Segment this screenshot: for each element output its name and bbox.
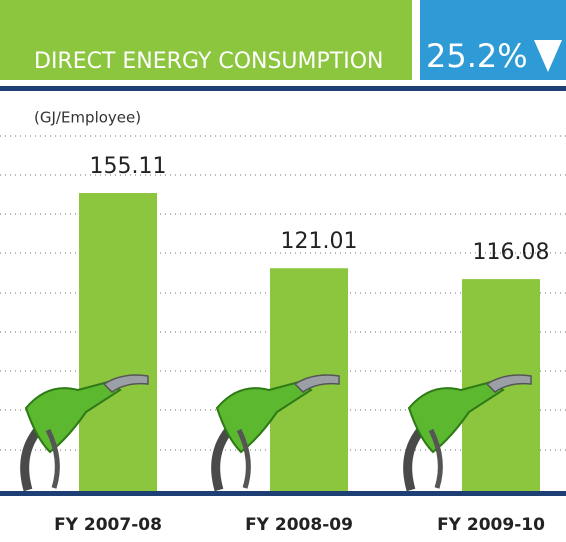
value-label: 121.01 — [281, 229, 358, 254]
nozzle-trigger — [45, 428, 60, 489]
nozzle-spout — [102, 374, 149, 393]
fuel-nozzle-icon — [211, 374, 340, 492]
nozzle-trigger — [428, 428, 443, 489]
bars — [20, 193, 540, 492]
bar — [79, 193, 157, 491]
fuel-nozzle-icon — [403, 374, 532, 492]
x-tick-label: FY 2007-08 — [54, 515, 162, 535]
nozzle-spout — [485, 374, 532, 393]
fuel-nozzle-icon — [20, 374, 149, 492]
change-value: 25.2% — [426, 37, 528, 75]
x-tick-label: FY 2008-09 — [245, 515, 353, 535]
header-title: DIRECT ENERGY CONSUMPTION — [34, 49, 384, 74]
value-label: 116.08 — [473, 240, 550, 265]
x-tick-label: FY 2009-10 — [437, 515, 545, 535]
unit-label: (GJ/Employee) — [34, 109, 141, 127]
nozzle-spout — [293, 374, 340, 393]
header-band — [0, 0, 412, 80]
down-arrow — [534, 40, 562, 72]
header-rule — [0, 86, 566, 91]
value-label: 155.11 — [90, 154, 167, 179]
baseline — [0, 491, 566, 496]
nozzle-trigger — [236, 428, 251, 489]
